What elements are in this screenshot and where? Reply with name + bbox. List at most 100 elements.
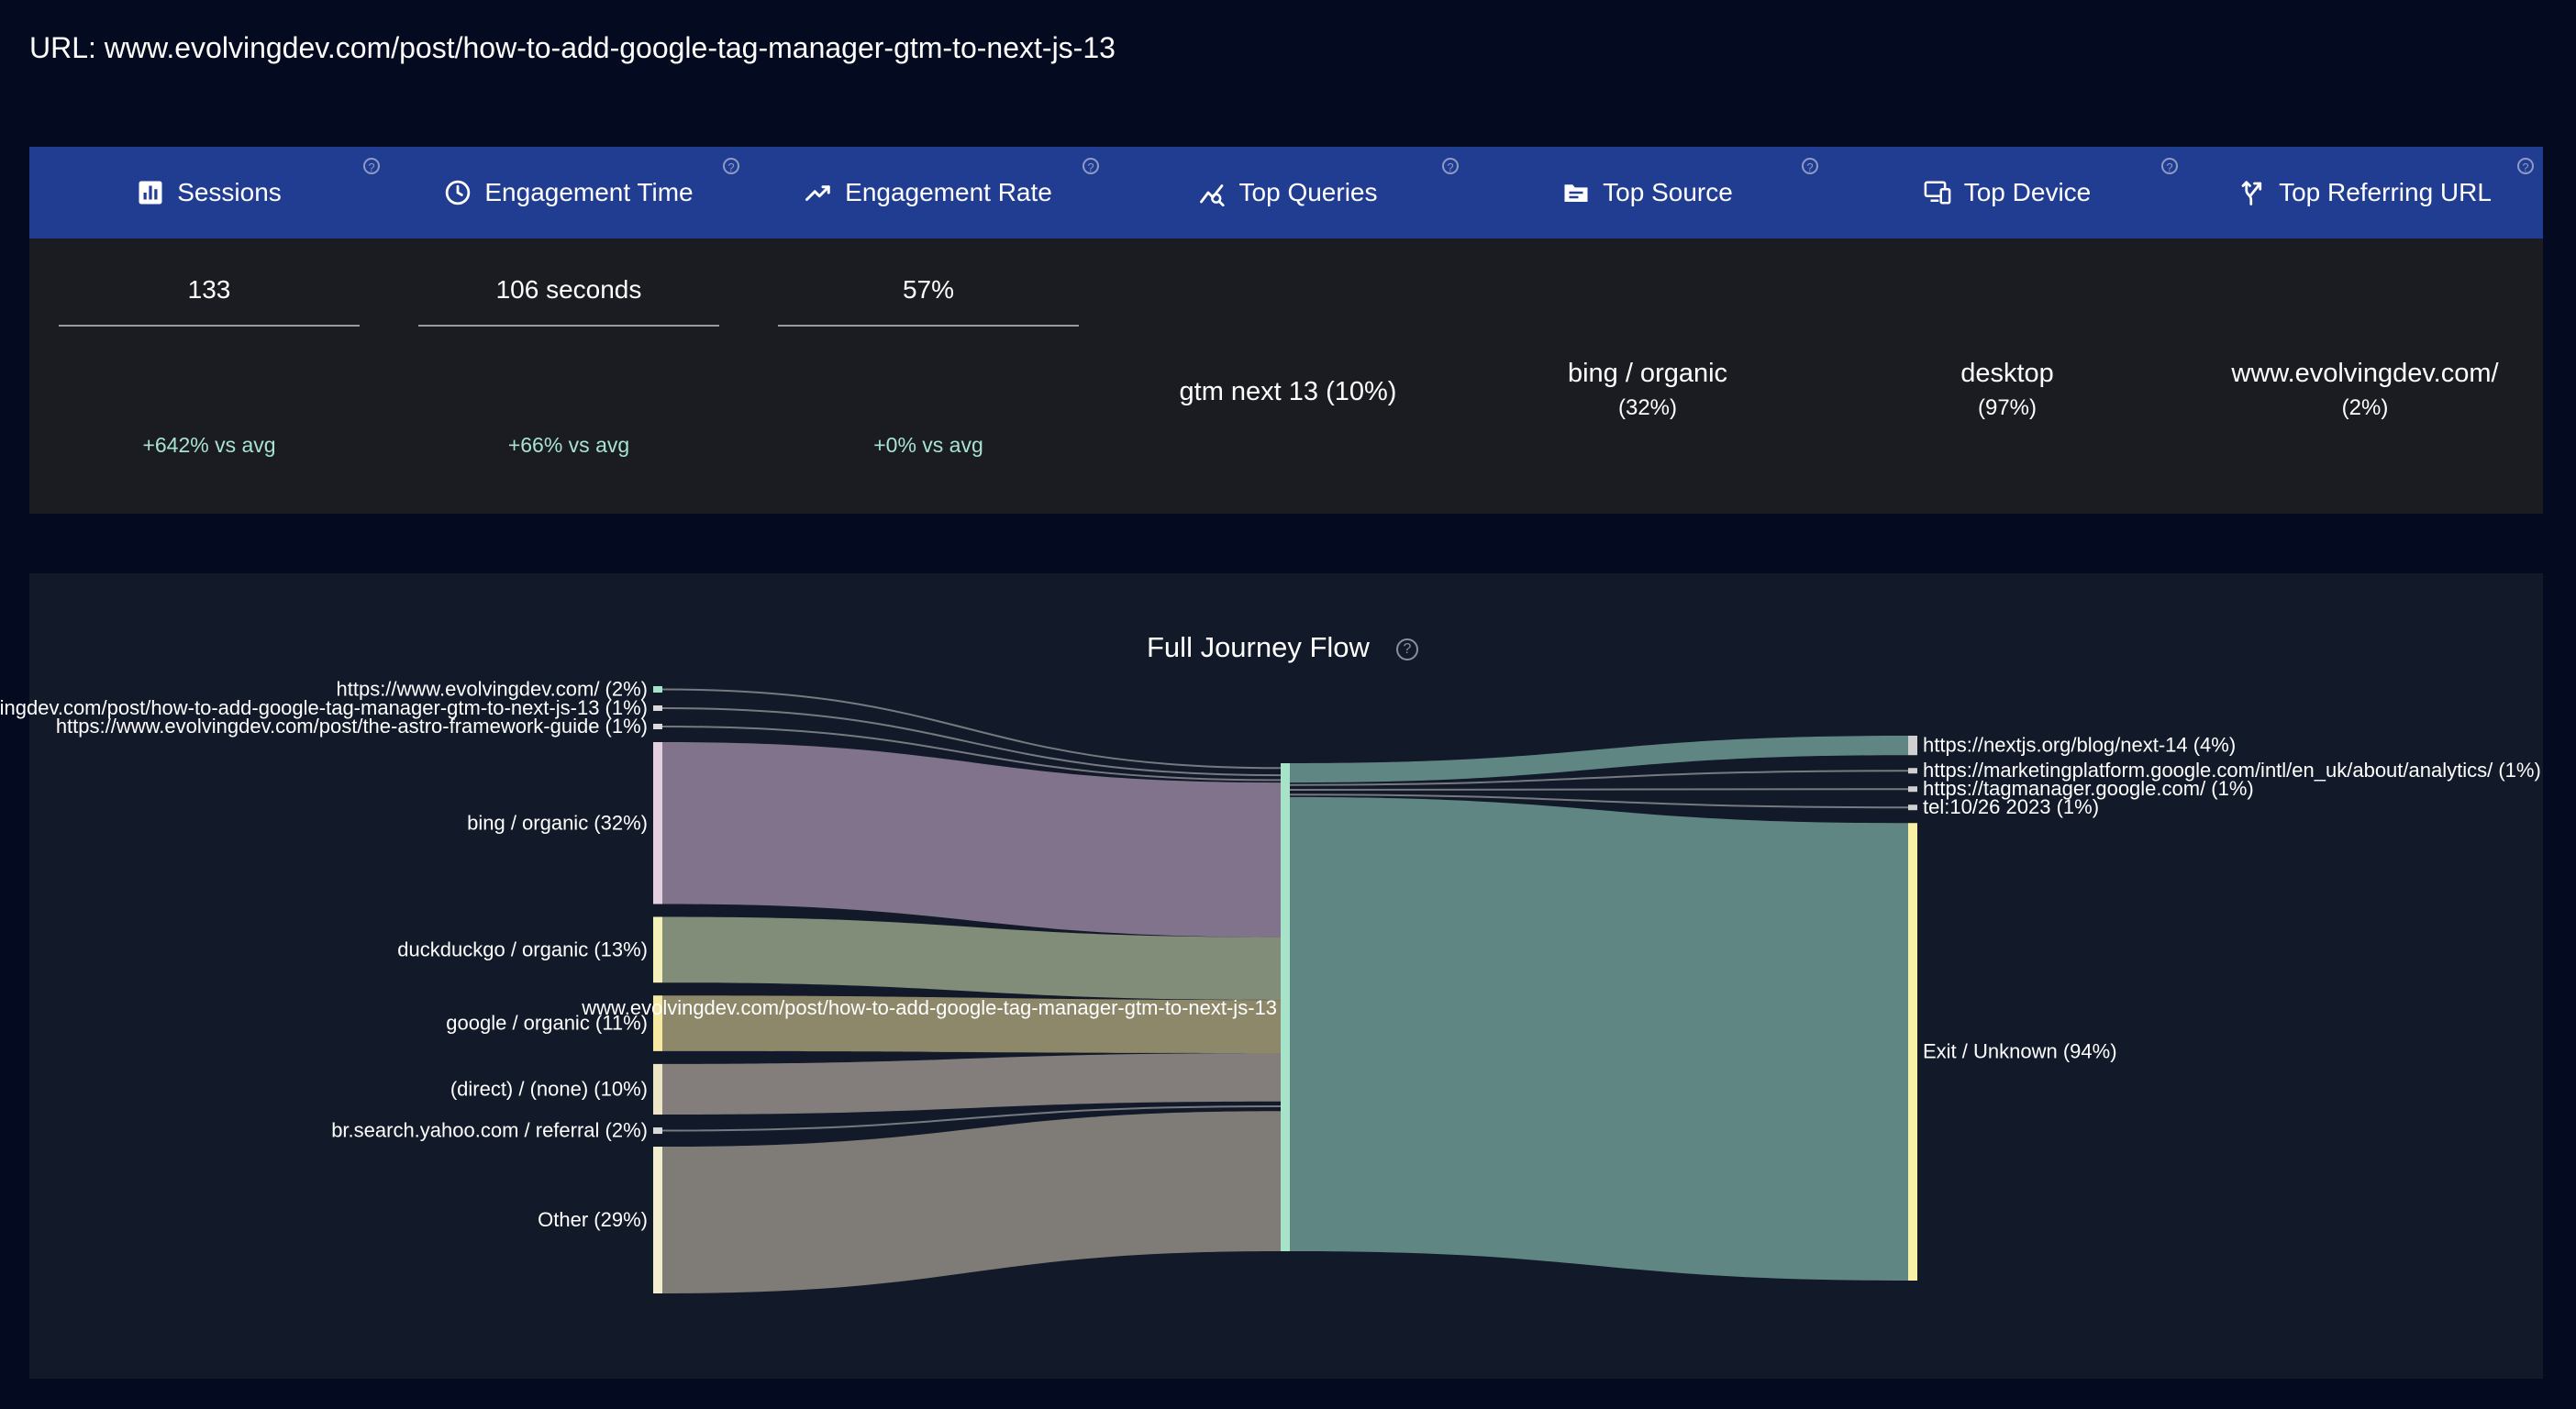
- flow-link-br-search-yahoo-com-referral-2[interactable]: [661, 1104, 1282, 1132]
- flow-source-label: https://www.evolvingdev.com/ (2%): [337, 678, 649, 701]
- flow-source-label: br.search.yahoo.com / referral (2%): [331, 1119, 648, 1142]
- folder-icon: [1564, 184, 1588, 202]
- header-top-referring-url-label: Top Referring URL: [2279, 178, 2492, 206]
- flow-link-bing-organic-32[interactable]: [662, 742, 1281, 937]
- flow-dest-label: https://tagmanager.google.com/ (1%): [1923, 777, 2254, 800]
- engagement-rate-delta: +0% vs avg: [873, 433, 983, 457]
- header-engagement-rate[interactable]: Engagement Rate: [749, 147, 1108, 239]
- journey-flow-help-icon[interactable]: ?: [1396, 638, 1418, 660]
- top-queries-cell: gtm next 13 (10%): [1108, 239, 1468, 514]
- header-top-source[interactable]: Top Source: [1468, 147, 1827, 239]
- top-device-cell: desktop (97%): [1827, 239, 2187, 514]
- fork-arrow-icon: [2241, 181, 2262, 205]
- top-device-value: desktop: [1960, 359, 2054, 388]
- top-source-cell: bing / organic (32%): [1468, 239, 1827, 514]
- flow-dest-label: https://marketingplatform.google.com/int…: [1923, 759, 2541, 782]
- flow-source-label: https://www.evolvingdev.com/post/the-ast…: [56, 715, 648, 738]
- flow-link-other-29[interactable]: [662, 1111, 1281, 1293]
- clock-icon: [446, 180, 471, 205]
- top-queries-help-icon[interactable]: ?: [1442, 158, 1459, 174]
- engagement-rate-help-icon[interactable]: ?: [1083, 158, 1099, 174]
- sessions-help-icon[interactable]: ?: [363, 158, 380, 174]
- trend-up-icon: [805, 185, 830, 201]
- flow-dest-node-https-marketingplatform-google-com-intl-[interactable]: [1908, 768, 1917, 774]
- flow-link-https-www-evolvingdev-com-2[interactable]: [661, 688, 1282, 770]
- metrics-header-bar: Sessions ? Engagement Time ? Engagement …: [29, 147, 2543, 239]
- query-trend-icon: [1199, 184, 1225, 206]
- top-referring-url-pct: (2%): [2341, 395, 2389, 420]
- flow-source-node-www-evolvingdev-com-post-how-to-add-goog[interactable]: [653, 705, 662, 711]
- sankey-labels: https://www.evolvingdev.com/ (2%)www.evo…: [0, 678, 2541, 1232]
- engagement-time-help-icon[interactable]: ?: [723, 158, 739, 174]
- engagement-rate-value: 57%: [778, 275, 1079, 327]
- flow-source-label: (direct) / (none) (10%): [450, 1077, 648, 1100]
- flow-link-https-nextjs-org-blog-next-14-4[interactable]: [1290, 736, 1908, 783]
- metrics-card: Sessions ? Engagement Time ? Engagement …: [29, 147, 2543, 514]
- header-top-queries[interactable]: Top Queries: [1108, 147, 1468, 239]
- flow-dest-label: https://nextjs.org/blog/next-14 (4%): [1923, 734, 2236, 757]
- top-device-help-icon[interactable]: ?: [2161, 158, 2178, 174]
- sessions-cell: 133 +642% vs avg: [29, 239, 389, 514]
- flow-dest-node-https-nextjs-org-blog-next-14-4[interactable]: [1908, 736, 1917, 756]
- flow-source-label: google / organic (11%): [446, 1012, 648, 1035]
- page-url-line: URL: www.evolvingdev.com/post/how-to-add…: [29, 31, 1116, 64]
- device-icon: [1924, 181, 1951, 205]
- top-device-pct: (97%): [1977, 395, 2037, 420]
- flow-link-https-www-evolvingdev-com-post-the-astro[interactable]: [661, 726, 1282, 782]
- engagement-time-value: 106 seconds: [418, 275, 719, 327]
- flow-link-www-evolvingdev-com-post-how-to-add-goog[interactable]: [661, 707, 1282, 777]
- sessions-delta: +642% vs avg: [142, 433, 276, 457]
- flow-link-direct-none-10[interactable]: [662, 1053, 1281, 1115]
- flow-link-https-tagmanager-google-com-1[interactable]: [1289, 788, 1909, 791]
- flow-link-tel-10-26-2023-1[interactable]: [1289, 793, 1909, 809]
- top-source-help-icon[interactable]: ?: [1802, 158, 1818, 174]
- engagement-time-delta: +66% vs avg: [507, 433, 630, 457]
- header-engagement-rate-label: Engagement Rate: [845, 178, 1052, 206]
- flow-dest-node-exit-unknown-94[interactable]: [1908, 823, 1917, 1281]
- engagement-rate-cell: 57% +0% vs avg: [749, 239, 1108, 514]
- header-top-queries-label: Top Queries: [1238, 178, 1378, 206]
- journey-flow-title: Full Journey Flow: [1147, 631, 1370, 663]
- header-engagement-time[interactable]: Engagement Time: [389, 147, 749, 239]
- flow-source-label: www.evolvingdev.com/post/how-to-add-goog…: [0, 696, 648, 719]
- flow-source-node-br-search-yahoo-com-referral-2[interactable]: [653, 1127, 662, 1135]
- flow-source-label: bing / organic (32%): [467, 811, 648, 834]
- flow-dest-label: Exit / Unknown (94%): [1923, 1040, 2117, 1063]
- engagement-time-cell: 106 seconds +66% vs avg: [389, 239, 749, 514]
- top-referring-url-help-icon[interactable]: ?: [2517, 158, 2534, 174]
- flow-link-https-marketingplatform-google-com-intl-[interactable]: [1289, 770, 1909, 786]
- flow-link-exit-unknown-94[interactable]: [1290, 796, 1908, 1281]
- top-referring-url-value: www.evolvingdev.com/: [2231, 359, 2499, 388]
- flow-dest-node-tel-10-26-2023-1[interactable]: [1908, 804, 1917, 811]
- flow-center-label: www.evolvingdev.com/post/how-to-add-goog…: [581, 996, 1277, 1019]
- header-top-referring-url[interactable]: Top Referring URL: [2187, 147, 2543, 239]
- sessions-value: 133: [59, 275, 360, 327]
- flow-source-label: Other (29%): [538, 1208, 648, 1231]
- header-sessions[interactable]: Sessions: [29, 147, 389, 239]
- flow-link-duckduckgo-organic-13[interactable]: [662, 916, 1281, 1001]
- sankey-nodes: [653, 686, 1917, 1293]
- header-engagement-time-label: Engagement Time: [484, 178, 694, 206]
- top-source-pct: (32%): [1617, 395, 1678, 420]
- bar-chart-icon: [139, 181, 162, 205]
- header-sessions-label: Sessions: [177, 178, 282, 206]
- flow-source-node-https-www-evolvingdev-com-post-the-astro[interactable]: [653, 724, 662, 729]
- flow-source-node-duckduckgo-organic-13[interactable]: [653, 916, 662, 983]
- header-top-source-label: Top Source: [1603, 178, 1733, 206]
- top-queries-value: gtm next 13 (10%): [1179, 377, 1397, 406]
- flow-source-node-other-29[interactable]: [653, 1147, 662, 1293]
- header-top-device[interactable]: Top Device: [1827, 147, 2187, 239]
- flow-link-google-organic-11[interactable]: [662, 995, 1281, 1054]
- flow-source-node-bing-organic-32[interactable]: [653, 742, 662, 904]
- flow-source-node-https-www-evolvingdev-com-2[interactable]: [653, 686, 662, 693]
- flow-source-node-direct-none-10[interactable]: [653, 1063, 662, 1115]
- top-referring-url-cell: www.evolvingdev.com/ (2%): [2187, 239, 2543, 514]
- flow-dest-label: tel:10/26 2023 (1%): [1923, 795, 2099, 818]
- sankey-links: [661, 688, 1909, 1293]
- header-top-device-label: Top Device: [1963, 178, 2092, 206]
- flow-center-node[interactable]: [1281, 763, 1290, 1251]
- flow-source-node-google-organic-11[interactable]: [653, 995, 662, 1051]
- flow-dest-node-https-tagmanager-google-com-1[interactable]: [1908, 786, 1917, 793]
- flow-source-label: duckduckgo / organic (13%): [397, 937, 648, 960]
